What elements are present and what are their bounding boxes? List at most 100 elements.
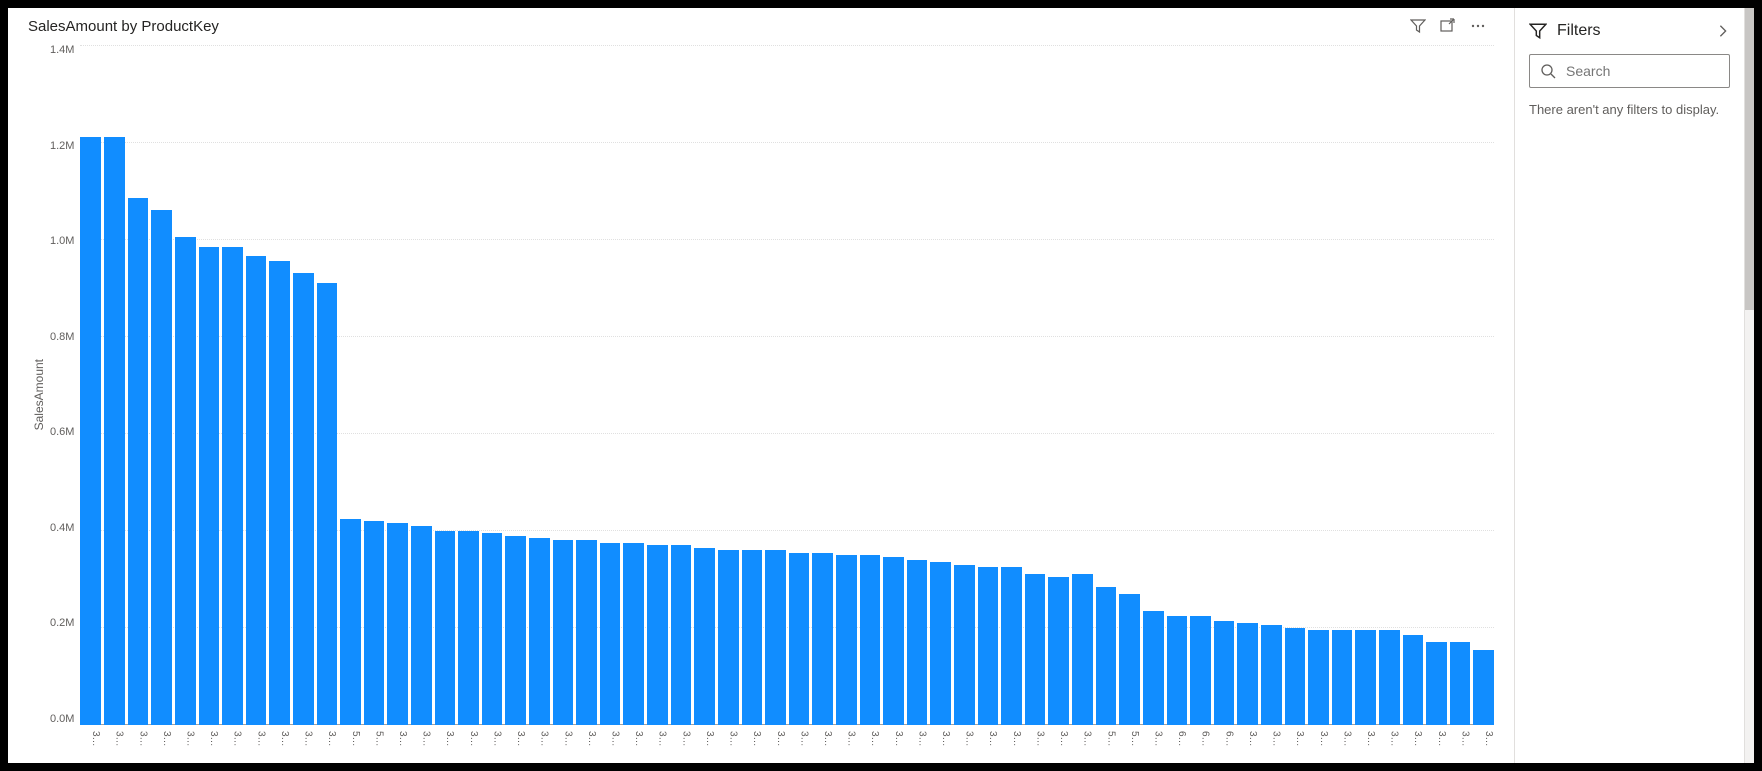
app-frame: SalesAmount by ProductKey <box>8 8 1754 763</box>
x-tick-label: 3… <box>222 729 243 753</box>
x-tick-label: 3… <box>1426 729 1447 753</box>
chart-bar[interactable] <box>1261 625 1282 725</box>
chart-bar[interactable] <box>765 550 786 725</box>
chart-bar[interactable] <box>1119 594 1140 725</box>
y-axis-ticks: 1.4M1.2M1.0M0.8M0.6M0.4M0.2M0.0M <box>50 37 80 753</box>
chart-bar[interactable] <box>860 555 881 725</box>
scrollbar-track[interactable] <box>1744 8 1754 763</box>
filters-title-group: Filters <box>1529 22 1601 40</box>
chevron-right-icon[interactable] <box>1716 24 1730 38</box>
chart-bar[interactable] <box>671 545 692 725</box>
chart-bar[interactable] <box>1048 577 1069 725</box>
chart-bar[interactable] <box>742 550 763 725</box>
chart-bar[interactable] <box>435 531 456 725</box>
x-tick-label: 3… <box>718 729 739 753</box>
chart-bar[interactable] <box>104 137 125 725</box>
chart-bar[interactable] <box>1096 587 1117 725</box>
chart-title: SalesAmount by ProductKey <box>28 18 219 35</box>
chart-bar[interactable] <box>1379 630 1400 725</box>
chart-body: SalesAmount 1.4M1.2M1.0M0.8M0.6M0.4M0.2M… <box>28 37 1494 753</box>
search-icon <box>1540 63 1556 79</box>
chart-bar[interactable] <box>175 237 196 725</box>
chart-bar[interactable] <box>1332 630 1353 725</box>
scrollbar-thumb[interactable] <box>1745 8 1754 310</box>
x-tick-label: 3… <box>812 729 833 753</box>
filter-icon[interactable] <box>1410 18 1426 34</box>
chart-bar[interactable] <box>1072 574 1093 725</box>
chart-bar[interactable] <box>293 273 314 725</box>
chart-bar[interactable] <box>246 256 267 725</box>
chart-bar[interactable] <box>1025 574 1046 725</box>
chart-bar[interactable] <box>505 536 526 725</box>
chart-bar[interactable] <box>600 543 621 725</box>
x-tick-label: 3… <box>1332 729 1353 753</box>
chart-bar[interactable] <box>151 210 172 725</box>
x-tick-label: 3… <box>836 729 857 753</box>
chart-bar[interactable] <box>907 560 928 725</box>
chart-bar[interactable] <box>623 543 644 725</box>
chart-bar[interactable] <box>789 553 810 725</box>
y-tick-label: 0.4M <box>50 523 74 534</box>
chart-bar[interactable] <box>1001 567 1022 725</box>
x-tick-label: 3… <box>671 729 692 753</box>
search-input[interactable] <box>1566 63 1747 79</box>
chart-bar[interactable] <box>1285 628 1306 725</box>
chart-bar[interactable] <box>1450 642 1471 725</box>
y-axis-label: SalesAmount <box>28 359 50 430</box>
chart-bar[interactable] <box>812 553 833 725</box>
x-tick-label: 5… <box>1119 729 1140 753</box>
chart-bar[interactable] <box>718 550 739 725</box>
x-tick-label: 3… <box>435 729 456 753</box>
search-box[interactable] <box>1529 54 1730 88</box>
x-tick-label: 3… <box>1001 729 1022 753</box>
chart-bar[interactable] <box>269 261 290 725</box>
more-options-icon[interactable] <box>1470 18 1486 34</box>
chart-bar[interactable] <box>529 538 550 725</box>
chart-bar[interactable] <box>128 198 149 725</box>
chart-bar[interactable] <box>199 247 220 725</box>
chart-bar[interactable] <box>340 519 361 725</box>
x-tick-label: 3… <box>1072 729 1093 753</box>
chart-bar[interactable] <box>930 562 951 725</box>
chart-bar[interactable] <box>883 557 904 725</box>
chart-bar[interactable] <box>317 283 338 725</box>
chart-bar[interactable] <box>482 533 503 725</box>
y-tick-label: 1.4M <box>50 45 74 56</box>
chart-bar[interactable] <box>1426 642 1447 725</box>
chart-bar[interactable] <box>978 567 999 725</box>
chart-bar[interactable] <box>1143 611 1164 725</box>
x-tick-label: 3… <box>269 729 290 753</box>
filters-panel: Filters There aren't any filters to disp… <box>1514 8 1744 763</box>
x-tick-label: 5… <box>364 729 385 753</box>
chart-bar[interactable] <box>1403 635 1424 725</box>
chart-bar[interactable] <box>387 523 408 725</box>
chart-bar[interactable] <box>458 531 479 725</box>
chart-bar[interactable] <box>1473 650 1494 725</box>
chart-bar[interactable] <box>411 526 432 725</box>
filters-empty-text: There aren't any filters to display. <box>1529 102 1730 117</box>
chart-bar[interactable] <box>647 545 668 725</box>
focus-mode-icon[interactable] <box>1440 18 1456 34</box>
chart-bar[interactable] <box>1190 616 1211 725</box>
chart-bar[interactable] <box>836 555 857 725</box>
chart-bar[interactable] <box>553 540 574 725</box>
chart-bar[interactable] <box>576 540 597 725</box>
chart-bar[interactable] <box>954 565 975 725</box>
y-tick-label: 0.2M <box>50 618 74 629</box>
y-tick-label: 0.0M <box>50 714 74 725</box>
x-tick-label: 3… <box>80 729 101 753</box>
x-tick-label: 5… <box>340 729 361 753</box>
y-tick-label: 0.6M <box>50 427 74 438</box>
chart-bar[interactable] <box>364 521 385 725</box>
plot-area: 3…3…3…3…3…3…3…3…3…3…3…5…5…3…3…3…3…3…3…3…… <box>80 37 1494 753</box>
filters-panel-icon <box>1529 22 1547 40</box>
chart-bar[interactable] <box>1167 616 1188 725</box>
chart-bar[interactable] <box>1308 630 1329 725</box>
chart-bar[interactable] <box>1237 623 1258 725</box>
chart-bar[interactable] <box>694 548 715 725</box>
chart-bar[interactable] <box>222 247 243 725</box>
chart-bar[interactable] <box>1355 630 1376 725</box>
chart-bar[interactable] <box>1214 621 1235 725</box>
chart-bar[interactable] <box>80 137 101 725</box>
x-tick-label: 3… <box>742 729 763 753</box>
